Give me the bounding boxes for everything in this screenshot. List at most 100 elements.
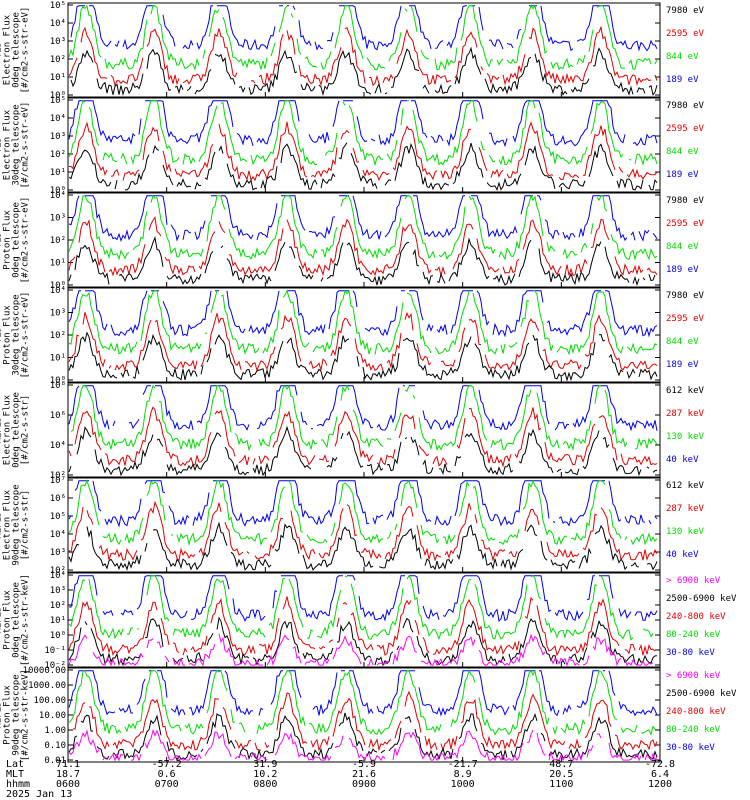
y-tick-label: 10³	[50, 586, 66, 596]
y-axis-label: MEPEDProton Flux90deg telescope[#/cm2-s-…	[0, 669, 31, 761]
series-black-trace	[68, 331, 658, 382]
series-red-trace	[68, 311, 658, 373]
footer-tick-lat: -21.7	[448, 759, 478, 770]
y-axis-label: TEDProton Flux0deg telescope[#/cm2-s-str…	[0, 197, 31, 284]
panel-1: 10⁰ 10¹ 10² 10³ 10⁴ 10⁵ TEDElectron Flux0deg t…	[0, 1, 705, 101]
y-axis-label-line: 30deg telescope	[12, 294, 22, 375]
y-axis-label-line: 90deg telescope	[12, 484, 22, 565]
legend-item: 612 keV	[666, 386, 705, 396]
series-blue-trace	[68, 195, 658, 243]
panel-7: 10⁻² 10⁻¹ 10⁰ 10¹ 10² 10³ 10⁴ MEPEDProton Flux0…	[0, 571, 737, 671]
y-tick-label: 10⁸	[50, 381, 66, 391]
panel-3: 10⁰ 10¹ 10² 10³ 10⁴ TEDProton Flux0deg telesc…	[0, 191, 705, 291]
y-axis-label-line: TED	[0, 42, 4, 58]
y-axis-label-line: 0deg telescope	[12, 392, 22, 468]
panel-frame	[67, 477, 661, 573]
series-blue-trace	[68, 480, 658, 528]
legend-item: 7980 eV	[666, 101, 705, 111]
footer-tick-lat: -5.9	[352, 759, 376, 770]
y-tick-label: 10²	[50, 566, 66, 576]
y-axis-label: TEDElectron Flux0deg telescope[#/cm2-s-s…	[0, 7, 31, 94]
series-black-trace	[70, 46, 658, 97]
footer-tick-lat: 31.9	[253, 759, 277, 770]
footer-tick-lat: 48.7	[549, 759, 573, 770]
series-red-trace	[68, 596, 656, 657]
y-axis-label-line: Proton Flux	[3, 685, 13, 745]
y-tick-label: 10⁻²	[44, 661, 66, 671]
y-tick-label: 0.10	[44, 741, 66, 751]
y-axis-label-line: Proton Flux	[3, 305, 13, 365]
y-tick-label: 10⁶	[50, 494, 66, 504]
y-tick-label: 10³	[50, 37, 66, 47]
y-axis-label-line: [#/cm2-s-str]	[21, 395, 31, 465]
y-axis-label: TEDProton Flux30deg telescope[#/cm2-s-st…	[0, 292, 31, 379]
y-tick-label: 10²	[50, 55, 66, 65]
y-axis-label-line: 0deg telescope	[12, 202, 22, 278]
series-black-trace	[68, 142, 658, 192]
y-tick-label: 10²	[50, 601, 66, 611]
y-tick-label: 10³	[50, 214, 66, 224]
y-tick-label: 10⁻¹	[44, 646, 66, 656]
footer-label-lat: Lat	[6, 759, 24, 770]
legend-item: 844 eV	[666, 242, 699, 252]
y-axis-label-line: TED	[0, 232, 4, 248]
y-tick-label: 10⁴	[50, 530, 66, 540]
legend-item: 844 eV	[666, 147, 699, 157]
y-tick-label: 10⁰	[50, 281, 66, 291]
y-tick-label: 10⁴	[50, 571, 66, 581]
series-red-trace	[68, 25, 658, 87]
panel-frame	[67, 572, 661, 668]
legend-item: 130 keV	[666, 432, 705, 442]
legend-item: 40 keV	[666, 455, 699, 465]
legend-item: 844 eV	[666, 52, 699, 62]
legend-item: 844 eV	[666, 337, 699, 347]
legend-item: 189 eV	[666, 170, 699, 180]
legend-item: 7980 eV	[666, 196, 705, 206]
footer-label-mlt: MLT	[6, 769, 24, 780]
y-tick-label: 10⁵	[50, 512, 66, 522]
footer-tick-mlt: 0.6	[158, 769, 176, 780]
series-blue-trace	[68, 575, 658, 622]
panel-2: 10⁰ 10¹ 10² 10³ 10⁴ 10⁵ TEDElectron Flux30deg …	[0, 96, 705, 196]
series-blue-trace	[68, 290, 658, 338]
series-green-trace	[68, 4, 658, 71]
y-tick-label: 10¹	[50, 354, 66, 364]
y-tick-label: 100.00	[33, 696, 66, 706]
y-tick-label: 10³	[50, 132, 66, 142]
y-axis-label-line: 90deg telescope	[12, 674, 22, 755]
legend-item: 30-80 keV	[666, 648, 715, 658]
y-tick-label: 1000.00	[28, 681, 66, 691]
series-green-trace	[68, 100, 658, 167]
series-red-trace	[68, 406, 658, 468]
series-green-trace	[68, 289, 658, 356]
y-axis-label-line: TED	[0, 137, 4, 153]
footer-tick-lat: -72.8	[645, 759, 675, 770]
y-axis-label-line: [#/cm2-s-str-eV]	[21, 7, 31, 94]
y-axis-label-line: [#/cm2-s-str-keV]	[21, 574, 31, 666]
y-tick-label: 1.00	[44, 726, 66, 736]
panel-5: 10² 10⁴ 10⁶ 10⁸ MEPEDElectron Flux0deg teles…	[0, 381, 705, 481]
y-axis-label-line: [#/cm2-s-str-eV]	[21, 197, 31, 284]
y-axis-label-line: MEPED	[0, 416, 4, 443]
series-green-trace	[68, 194, 658, 261]
legend-item: > 6900 keV	[666, 671, 721, 681]
series-red-trace	[68, 121, 658, 182]
y-tick-label: 10⁶	[50, 411, 66, 421]
panel-8: 0.010.101.0010.00100.001000.0010000.00ME…	[0, 666, 737, 766]
series-blue-trace	[68, 385, 658, 432]
y-tick-label: 10³	[50, 309, 66, 319]
legend-item: 80-240 keV	[666, 630, 721, 640]
y-axis-label-line: [#/cm2-s-str-eV]	[21, 292, 31, 379]
y-tick-label: 10²	[50, 236, 66, 246]
panel-frame	[67, 287, 661, 383]
y-tick-label: 10²	[50, 471, 66, 481]
y-axis-label-line: 0deg telescope	[12, 12, 22, 88]
y-tick-label: 10000.00	[23, 666, 66, 676]
legend-item: 287 keV	[666, 409, 705, 419]
series-black-trace	[68, 616, 658, 667]
y-axis-label-line: Electron Flux	[3, 14, 13, 85]
panel-6: 10² 10³ 10⁴ 10⁵ 10⁶ 10⁷ MEPEDElectron Flux90de…	[0, 476, 705, 576]
y-axis-label-line: MEPED	[0, 511, 4, 538]
